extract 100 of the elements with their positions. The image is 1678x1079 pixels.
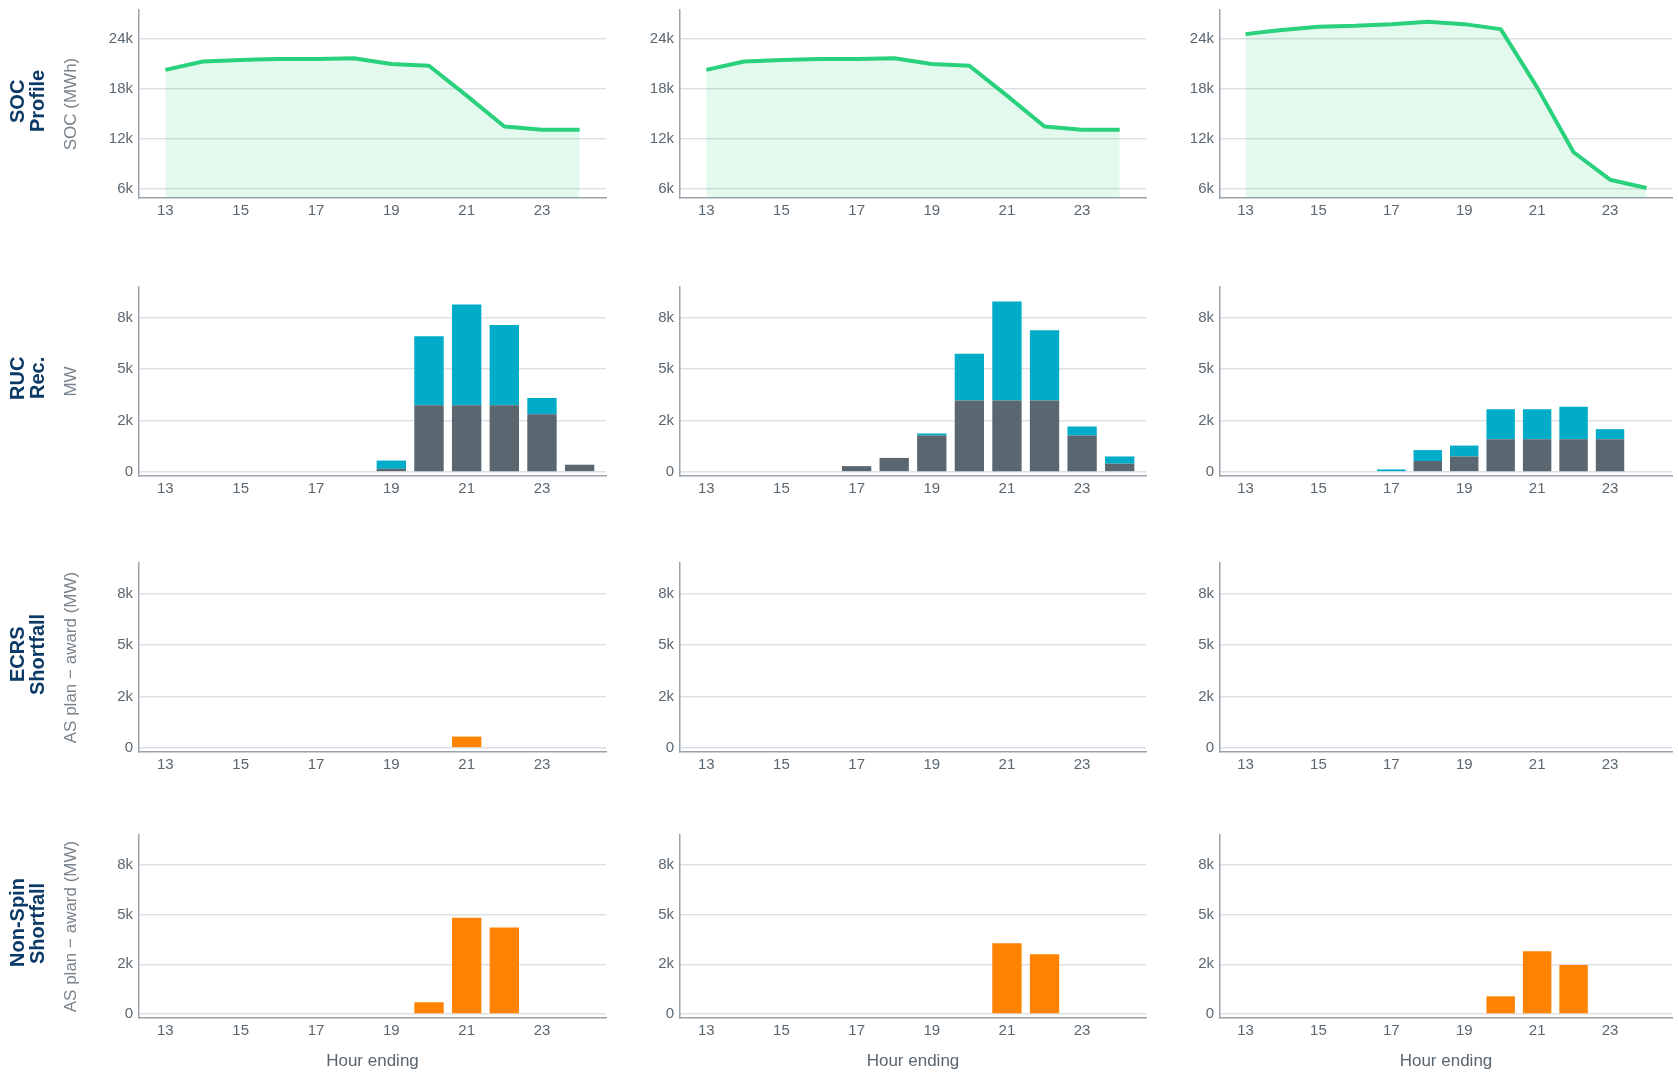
x-tick-label: 21 <box>458 1021 475 1039</box>
x-tick-label: 21 <box>1528 201 1546 219</box>
x-tick-label: 19 <box>1455 201 1473 219</box>
bar <box>1413 461 1442 472</box>
y-tick-label: 5k <box>658 635 675 653</box>
bar <box>414 1002 444 1014</box>
bar <box>954 353 985 401</box>
bar <box>1595 429 1625 440</box>
x-tick-label: 17 <box>1382 755 1400 773</box>
y-tick-label: 6k <box>658 178 675 196</box>
bar <box>841 466 872 472</box>
y-tick-label: 2k <box>117 954 134 972</box>
bar <box>1105 463 1135 472</box>
bar <box>376 460 407 469</box>
y-axis-title: AS plan − award (MW) <box>60 571 80 744</box>
x-tick-label: 17 <box>307 479 325 497</box>
y-tick-label: 0 <box>124 1004 133 1022</box>
x-axis-title: Hour ending <box>1399 1051 1493 1071</box>
x-tick-label: 13 <box>697 201 715 219</box>
x-tick-label: 21 <box>998 755 1016 773</box>
bar <box>1522 409 1552 440</box>
y-tick-label: 2k <box>117 410 134 428</box>
x-tick-label: 13 <box>1237 201 1254 219</box>
y-tick-label: 12k <box>649 129 675 147</box>
bar <box>1105 456 1135 464</box>
bar <box>1413 450 1442 461</box>
y-tick-label: 5k <box>117 635 134 653</box>
x-tick-label: 15 <box>1310 201 1327 219</box>
text: SOC Profile <box>5 68 49 134</box>
y-tick-label: 5k <box>117 904 134 922</box>
y-tick-label: 18k <box>108 79 134 97</box>
y-tick-label: 8k <box>117 307 134 325</box>
x-tick-label: 15 <box>773 201 790 219</box>
y-tick-label: 5k <box>658 359 675 377</box>
x-tick-label: 21 <box>458 479 475 497</box>
x-tick-label: 23 <box>1601 479 1619 497</box>
x-tick-label: 19 <box>1455 479 1473 497</box>
y-tick-label: 2k <box>658 686 675 704</box>
x-tick-label: 13 <box>1237 1021 1254 1039</box>
y-tick-label: 18k <box>649 79 675 97</box>
x-tick-label: 17 <box>1382 201 1400 219</box>
y-tick-label: 0 <box>665 1004 674 1022</box>
y-tick-label: 8k <box>1198 583 1215 601</box>
y-tick-label: 2k <box>658 410 675 428</box>
y-axis-title: SOC (MWh) <box>60 57 80 151</box>
y-tick-label: 5k <box>1198 359 1215 377</box>
y-tick-label: 8k <box>1198 307 1215 325</box>
y-tick-label: 12k <box>108 129 134 147</box>
y-tick-label: 6k <box>117 178 134 196</box>
x-tick-label: 23 <box>1073 755 1091 773</box>
y-axis-title: MW <box>60 366 80 397</box>
y-tick-label: 2k <box>1198 954 1215 972</box>
x-tick-label: 15 <box>1310 755 1327 773</box>
x-axis-title: Hour ending <box>866 1051 960 1071</box>
x-tick-label: 19 <box>923 479 941 497</box>
bar <box>451 304 482 406</box>
x-tick-label: 17 <box>307 1021 325 1039</box>
x-tick-label: 15 <box>1310 1021 1327 1039</box>
y-tick-label: 2k <box>1198 686 1215 704</box>
x-tick-label: 21 <box>998 479 1016 497</box>
x-tick-label: 21 <box>458 755 475 773</box>
bar <box>1486 409 1515 440</box>
x-tick-label: 23 <box>1601 1021 1619 1039</box>
bar <box>414 405 444 472</box>
y-tick-label: 2k <box>117 686 134 704</box>
y-axis-title: AS plan − award (MW) <box>60 840 80 1013</box>
y-tick-label: 24k <box>1189 29 1215 47</box>
bar <box>1522 951 1552 1014</box>
x-tick-label: 21 <box>1528 755 1546 773</box>
y-tick-label: 8k <box>117 583 134 601</box>
y-tick-label: 0 <box>124 738 133 756</box>
y-tick-label: 24k <box>649 29 675 47</box>
x-tick-label: 23 <box>1073 1021 1091 1039</box>
y-tick-label: 5k <box>1198 904 1215 922</box>
bar <box>1486 996 1515 1014</box>
x-tick-label: 15 <box>232 479 250 497</box>
x-tick-label: 15 <box>773 479 790 497</box>
x-tick-label: 19 <box>382 755 400 773</box>
x-tick-label: 21 <box>1528 1021 1546 1039</box>
y-tick-label: 8k <box>658 307 675 325</box>
bar <box>917 433 947 436</box>
bar <box>1559 439 1588 472</box>
x-tick-label: 15 <box>1310 479 1327 497</box>
bar <box>527 397 557 415</box>
x-tick-label: 23 <box>533 201 551 219</box>
text: RUC Rec. <box>5 355 49 402</box>
bar <box>489 927 519 1014</box>
x-tick-label: 13 <box>157 1021 174 1039</box>
bar <box>1450 445 1479 457</box>
x-tick-label: 23 <box>533 479 551 497</box>
x-tick-label: 15 <box>773 755 790 773</box>
y-tick-label: 2k <box>658 954 675 972</box>
x-tick-label: 17 <box>848 479 865 497</box>
bar <box>992 301 1022 401</box>
y-tick-label: 5k <box>658 904 675 922</box>
x-tick-label: 17 <box>848 201 865 219</box>
x-tick-label: 19 <box>382 479 400 497</box>
x-tick-label: 15 <box>232 1021 250 1039</box>
y-tick-label: 0 <box>1205 738 1214 756</box>
bar <box>1029 400 1060 472</box>
